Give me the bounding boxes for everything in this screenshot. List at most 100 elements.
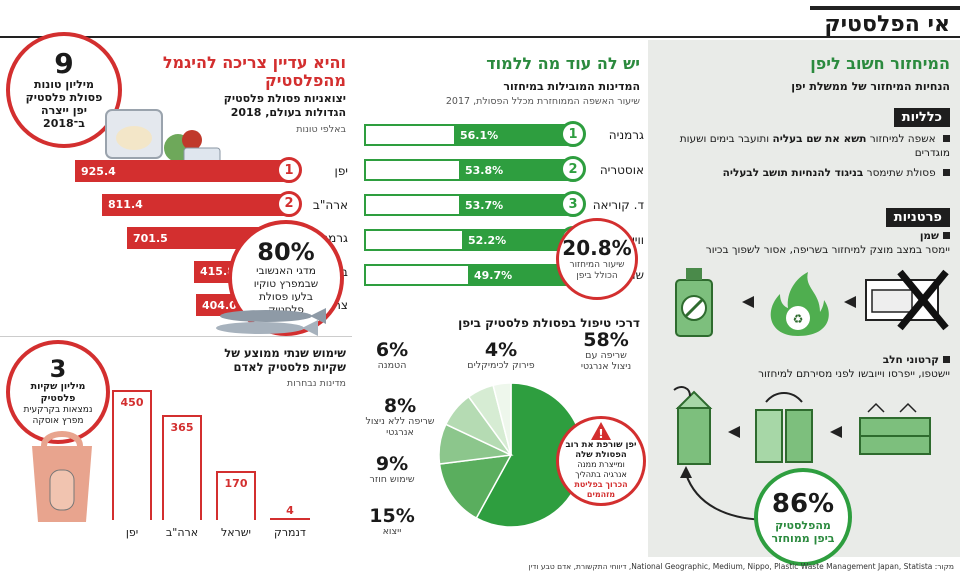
milk-process-illustration <box>673 386 931 465</box>
oil-title: שמן <box>919 230 939 242</box>
recycling-bar-fill: 52.2% <box>462 231 572 249</box>
pie-label-text: שריפה ללא ניצול אנרגטי <box>365 416 435 438</box>
fish-illustration <box>216 308 326 336</box>
pie-label: 6% הטמנה <box>362 340 422 371</box>
warning-text: ומייצרת ממנה אנרגיה בתהליך <box>575 460 627 479</box>
recycling-bar-fill: 56.1% <box>454 126 572 144</box>
pie-slice <box>492 382 512 456</box>
general-item-text: אשפה למיחזור <box>866 133 936 145</box>
recycling-bar: 56.1% <box>364 124 574 146</box>
recycling-bar: 53.7% <box>364 194 574 216</box>
milk-text: יישטפו, ייפרסו וייובשו לפני מסירתם למיחז… <box>758 368 950 380</box>
exporter-country: ארה"ב <box>312 197 348 212</box>
exporter-rank: 2 <box>276 190 302 217</box>
milk-block: קרטוני חלב יישטפו, ייפרסו וייובשו לפני מ… <box>660 354 950 380</box>
exporters-chart-title: יצואניות פסולת פלסטיק הגדולות בעולם, 201… <box>223 92 346 119</box>
general-item: אשפה למיחזור תשא את שם בעליה ותועבר בימי… <box>660 132 950 160</box>
right-column: המיחזור חשוב ליפן הנחיות המיחזור של ממשל… <box>648 40 960 566</box>
bullet <box>943 356 950 363</box>
page-title-tab: אי הפלסטיק <box>810 6 960 37</box>
bags-chart-title: שימוש שנתי ממוצע של שקיות פלסטיק לאדם <box>224 346 346 374</box>
recycling-rank: 3 <box>560 191 586 217</box>
general-item-text: פסולת שתימסר <box>863 167 936 179</box>
bags-country: ישראל <box>220 526 252 539</box>
pie-label-pct: 8% <box>383 395 417 417</box>
recycling-bar-value: 53.8% <box>465 163 504 177</box>
plastic-tons-number: 9 <box>54 47 74 80</box>
bags-chart-unit: מדינות נבחרות <box>286 378 346 389</box>
pie-label: 58% שריפה עם ניצול אנרגטי <box>574 330 638 372</box>
anchovy-pct: 80% <box>257 238 315 266</box>
details-label-pill: פרטניות <box>885 206 950 227</box>
section-divider <box>0 336 352 337</box>
exporters-chart-unit: באלפי טונות <box>296 124 346 135</box>
recycling-bar-value: 53.7% <box>465 198 504 212</box>
exporter-bar: 811.4 <box>102 193 290 216</box>
general-label: כלליות <box>893 108 950 127</box>
svg-text:♻: ♻ <box>793 312 804 326</box>
recycling-bar-fill: 53.7% <box>459 196 572 214</box>
plastic-tons-text: מיליון טונות פסולת פלסטיק יפן ייצרה ב־20… <box>25 78 103 130</box>
general-item-bold: בניגוד להנחיות תושב לבעליה <box>722 167 864 179</box>
arrow-icon <box>728 426 740 438</box>
warning-circle: ! יפן שורפת את רוב הפסולת שלה ומייצרת ממ… <box>556 416 646 506</box>
pie-chart-title: דרכי טיפול בפסולת פלסטיק ביפן <box>458 316 640 330</box>
oil-process-illustration: ♻ <box>675 268 949 337</box>
bags-bar: 450 <box>112 390 152 520</box>
bags-bar-value: 170 <box>224 477 248 490</box>
general-item: פסולת שתימסר בניגוד להנחיות תושב לבעליה <box>660 166 950 180</box>
recycling-country: גרמניה <box>608 128 644 142</box>
pie-label-text: שריפה עם ניצול אנרגטי <box>580 350 632 372</box>
right-column-subtitle: הנחיות המיחזור של ממשלת יפן <box>791 80 950 93</box>
exporter-country: יפן <box>334 164 348 178</box>
recycling-bar: 49.7% <box>364 264 574 286</box>
sink-icon <box>865 269 949 331</box>
carton-icon <box>673 386 713 465</box>
recycling-bar-fill: 53.8% <box>459 161 572 179</box>
title-rule <box>0 36 960 38</box>
bags-country: יפן <box>125 526 139 539</box>
bullet <box>943 169 950 176</box>
bags-bar-value: 365 <box>170 421 194 434</box>
warning-text: יפן שורפת את רוב הפסולת שלה <box>565 440 637 460</box>
recycling-bar-value: 56.1% <box>460 128 499 142</box>
bags-country: ארה"ב <box>165 526 199 539</box>
recycling-rank: 1 <box>560 121 586 147</box>
pie-slice <box>438 454 513 520</box>
left-column-title: והיא עדיין צריכה להיגמל מהפלסטיק <box>162 53 346 90</box>
plastic-tons-circle: 9 מיליון טונות פסולת פלסטיק יפן ייצרה ב־… <box>6 32 122 148</box>
pie-label-text: שימוש חוזר <box>369 474 415 485</box>
recycling-country: ד. קוריאה <box>592 198 644 212</box>
pie-label-text: ייצוא <box>382 526 402 537</box>
oil-block: שמן יימסר במצב מוצק למיחזור בשריפה, אסור… <box>660 230 950 256</box>
pie-label-text: פירוק לכימיקלים <box>467 360 535 371</box>
exporter-bar-value: 925.4 <box>81 164 116 178</box>
general-item-bold: תשא את שם בעליה <box>772 133 867 145</box>
source-note: מקור: National Geographic, Medium, Nippo… <box>528 562 954 571</box>
opened-carton-icon <box>755 392 813 463</box>
exporter-bar-value: 404.0 <box>202 298 237 312</box>
general-item-text: ותועבר בימים ושעות מוגדרים <box>679 133 950 159</box>
recycling-bar-value: 52.2% <box>468 233 507 247</box>
anchovy-text: מדגי האנשובי שבמפרץ טוקיו בלעו פסולת פלס… <box>253 265 319 316</box>
bags-bay-text: נמצאות בקרקעית מפרץ אוסקה <box>23 405 93 426</box>
bags-bar-value: 450 <box>120 396 144 409</box>
exporter-rank: 1 <box>276 157 302 183</box>
japan-rate-value: 20.8% <box>562 236 632 260</box>
arrow-icon <box>742 296 754 308</box>
plastic-bag-illustration <box>32 431 92 522</box>
recycling-bar-value: 49.7% <box>474 268 513 282</box>
plastic-treatment-pie-chart <box>438 382 584 528</box>
page-title: אי הפלסטיק <box>824 12 950 37</box>
recycling-chart-title: המדינות המובילות במיחזור <box>503 80 640 93</box>
svg-text:!: ! <box>598 427 603 440</box>
bags-bar: 170 <box>216 471 256 520</box>
exporter-bar-value: 701.5 <box>133 231 168 245</box>
japan-rate-circle: 20.8% שיעור המיחזור הכולל ביפן <box>556 218 638 300</box>
recycling-chart-subtitle: שיעור האשפה הממוחזרת מכלל הפסולת, 2017 <box>445 96 640 107</box>
bags-bar: 365 <box>162 415 202 520</box>
bags-country: דנמרק <box>274 526 306 539</box>
warning-icon: ! <box>591 422 611 440</box>
flat-carton-icon <box>859 402 931 455</box>
recycling-bar: 53.8% <box>364 159 574 181</box>
